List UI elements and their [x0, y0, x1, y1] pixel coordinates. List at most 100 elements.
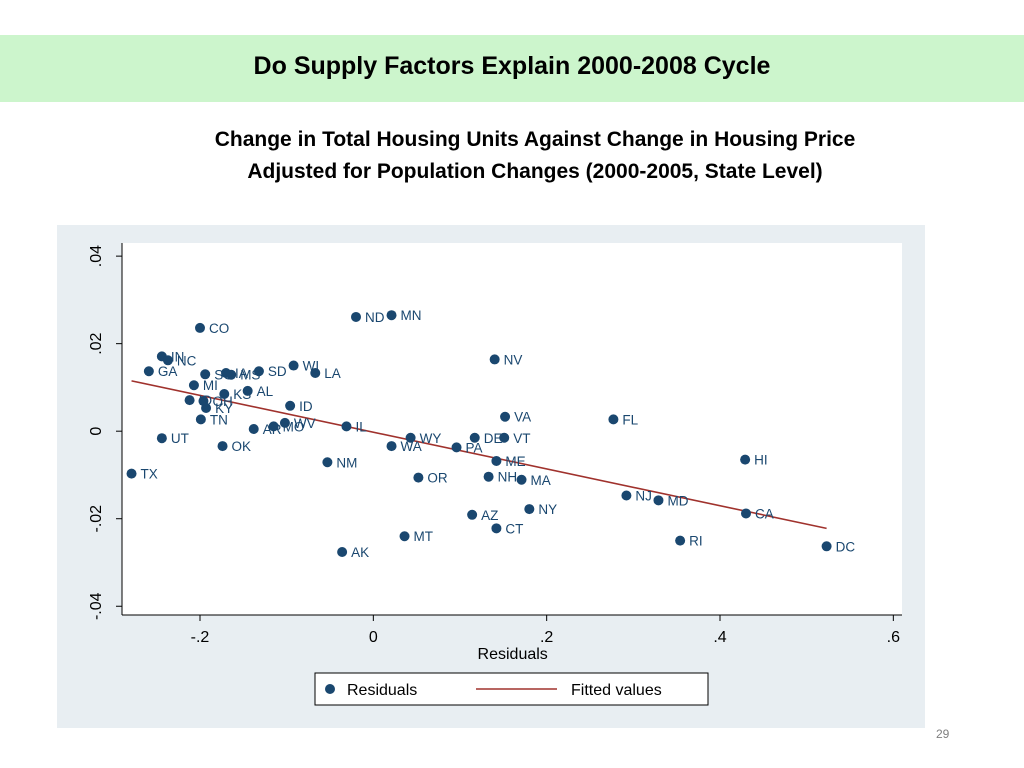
data-point-label: MN	[401, 308, 422, 323]
data-point-label: UT	[171, 431, 189, 446]
data-point	[200, 369, 211, 380]
x-tick-label: .2	[540, 629, 553, 646]
data-point-label: TN	[210, 412, 228, 427]
x-tick-label: -.2	[191, 629, 210, 646]
data-point	[143, 366, 154, 377]
y-tick-label: 0	[88, 427, 105, 436]
data-point	[675, 535, 686, 546]
data-point	[285, 400, 296, 411]
data-point-label: AL	[257, 384, 274, 399]
data-point-label: AZ	[481, 508, 498, 523]
data-point	[405, 432, 416, 443]
data-point	[253, 366, 264, 377]
data-point	[413, 472, 424, 483]
data-point-label: OR	[427, 471, 448, 486]
data-point-label: CO	[209, 321, 229, 336]
data-point-label: NC	[177, 353, 197, 368]
data-point	[621, 490, 632, 501]
data-point	[491, 455, 502, 466]
data-point-label: NH	[498, 470, 517, 485]
data-point-label: OH	[212, 394, 232, 409]
data-point	[489, 354, 500, 365]
chart-title-line-1: Change in Total Housing Units Against Ch…	[214, 128, 856, 151]
data-point	[741, 508, 751, 519]
data-point	[821, 541, 832, 552]
data-point-label: VA	[514, 410, 531, 425]
data-point-label: HI	[754, 453, 768, 468]
data-point	[288, 360, 299, 371]
data-point-label: DE	[484, 431, 503, 446]
data-point-label: GA	[158, 364, 178, 379]
data-point-label: MT	[414, 529, 434, 544]
data-point-label: AK	[351, 545, 369, 560]
data-point-label: MI	[203, 378, 218, 393]
data-point-label: CA	[755, 506, 774, 521]
y-tick-label: .02	[88, 332, 105, 354]
y-tick-label: .04	[88, 245, 105, 267]
data-point	[740, 454, 751, 465]
data-point	[279, 417, 290, 428]
data-point	[608, 414, 619, 425]
data-point	[184, 395, 195, 406]
data-point	[451, 442, 462, 453]
data-point	[195, 414, 206, 425]
data-point-label: IL	[355, 419, 367, 434]
data-point-label: LA	[324, 366, 341, 381]
data-point	[341, 421, 352, 432]
data-point-label: CT	[505, 521, 523, 536]
data-point-label: TX	[141, 467, 158, 482]
data-point	[653, 495, 664, 506]
data-point	[162, 355, 173, 366]
x-tick-label: .4	[713, 629, 726, 646]
data-point	[469, 432, 480, 443]
data-point	[242, 385, 253, 396]
data-point	[386, 441, 397, 452]
data-point-label: PA	[466, 440, 483, 455]
data-point	[268, 421, 279, 432]
data-point	[337, 546, 348, 557]
chart-title-line-2: Adjusted for Population Changes (2000-20…	[247, 160, 823, 183]
data-point-label: DC	[836, 539, 856, 554]
data-point	[217, 441, 228, 452]
data-point	[386, 310, 397, 321]
data-point-label: NM	[336, 455, 357, 470]
x-tick-label: .6	[887, 629, 900, 646]
data-point	[524, 504, 535, 515]
data-point	[248, 424, 259, 434]
data-point	[467, 509, 478, 520]
data-point-label: MD	[667, 493, 688, 508]
data-point-label: WV	[294, 416, 316, 431]
data-point-label: VT	[513, 431, 530, 446]
page-number: 29	[936, 727, 950, 741]
data-point-label: KY	[215, 401, 233, 416]
data-point	[491, 523, 502, 534]
x-tick-label: 0	[369, 629, 378, 646]
data-point	[188, 380, 199, 391]
data-point-label: OK	[232, 439, 252, 454]
data-point-label: RI	[689, 534, 703, 549]
data-point	[483, 471, 494, 482]
data-point	[516, 474, 527, 485]
data-point	[500, 411, 511, 422]
data-point-label: ID	[299, 399, 313, 414]
data-point-label: WY	[420, 431, 442, 446]
data-point-label: SD	[268, 364, 287, 379]
data-point	[198, 395, 209, 406]
data-point	[351, 311, 361, 322]
y-tick-label: -.02	[88, 505, 105, 533]
slide-title: Do Supply Factors Explain 2000-2008 Cycl…	[253, 52, 771, 80]
data-point	[322, 457, 333, 468]
y-tick-label: -.04	[88, 592, 105, 620]
data-point	[219, 388, 230, 399]
data-point-label: MA	[531, 473, 551, 488]
data-point-label: FL	[622, 412, 638, 427]
data-point-label: ND	[365, 310, 385, 325]
data-point	[499, 432, 510, 443]
data-point-label: ME	[505, 454, 525, 469]
legend-label-fitted: Fitted values	[571, 682, 662, 699]
data-point-label: NY	[538, 502, 557, 517]
fitted-values-line	[131, 380, 827, 530]
data-point-label: NJ	[635, 489, 652, 504]
legend-marker-residuals	[325, 684, 335, 694]
